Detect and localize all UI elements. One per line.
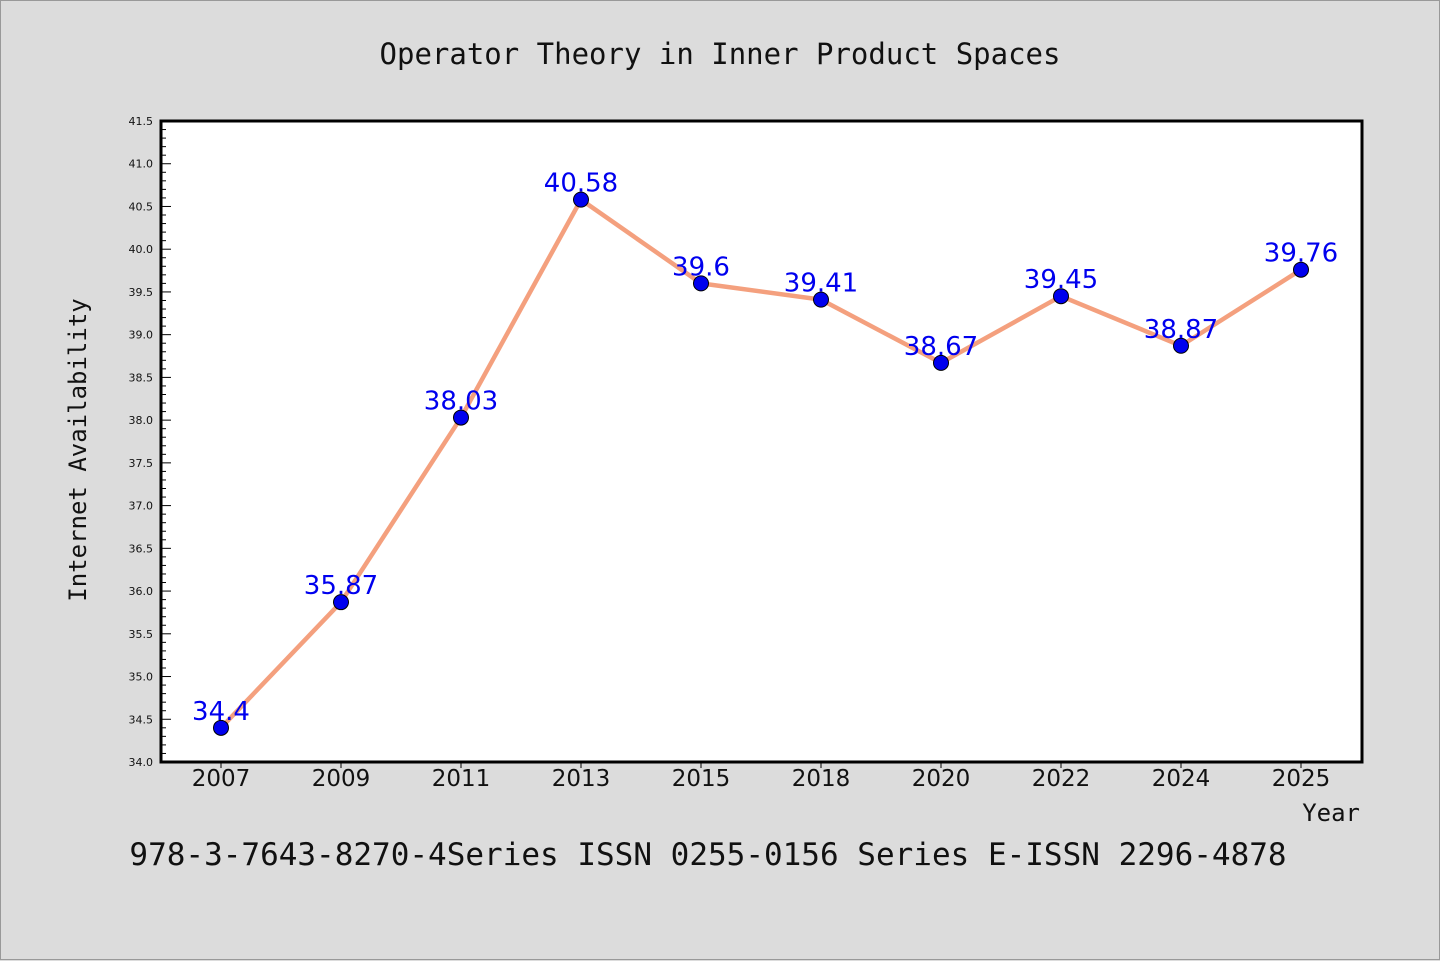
x-tick-label: 2025 [1272, 766, 1331, 792]
y-tick-label: 35.0 [129, 671, 154, 684]
y-tick-label: 38.5 [129, 371, 154, 384]
data-point [1293, 261, 1309, 278]
chart-title: Operator Theory in Inner Product Spaces [380, 37, 1061, 71]
x-tick-label: 2009 [312, 766, 371, 792]
y-tick-label: 37.0 [129, 500, 154, 513]
data-label: 35.87 [304, 571, 378, 601]
data-point [453, 409, 469, 426]
x-tick-label: 2011 [432, 766, 491, 792]
plot-border [159, 119, 1364, 764]
footer-isbn-text: 978-3-7643-8270-4Series ISSN 0255-0156 S… [129, 837, 1286, 873]
data-point [213, 719, 229, 736]
x-axis-label: Year [1302, 799, 1360, 827]
data-label: 38.67 [904, 332, 978, 362]
data-point [693, 275, 709, 292]
x-tick-label: 2007 [192, 766, 251, 792]
y-tick-label: 34.0 [129, 756, 154, 769]
x-tick-label: 2024 [1152, 766, 1211, 792]
y-axis-ticks: 34.0 34.5 35.0 35.5 36.0 36.5 37.0 37.5 38.0 38.5… [129, 115, 171, 769]
data-label: 39.45 [1024, 265, 1098, 295]
data-label: 39.6 [672, 252, 730, 282]
data-point [933, 354, 949, 371]
plot-area [161, 121, 1362, 762]
series-line [218, 197, 1304, 731]
y-tick-label: 40.0 [129, 243, 154, 256]
y-tick-label: 40.5 [129, 200, 154, 213]
data-label: 34.4 [192, 697, 250, 727]
x-tick-label: 2015 [672, 766, 731, 792]
y-tick-label: 34.5 [129, 713, 154, 726]
x-tick-label: 2018 [792, 766, 851, 792]
series-layer: 34.4 35.87 38.03 40.58 39.6 39.41 38.67 39.45 38… [192, 169, 1338, 736]
y-tick-label: 39.5 [129, 286, 154, 299]
data-label: 38.03 [424, 387, 498, 417]
y-tick-label: 39.0 [129, 329, 154, 342]
y-axis-label: Internet Availability [64, 298, 92, 601]
data-label: 38.87 [1144, 315, 1218, 345]
y-tick-label: 36.0 [129, 585, 154, 598]
y-tick-label: 41.5 [129, 115, 154, 128]
data-point [333, 594, 349, 611]
x-tick-label: 2020 [912, 766, 971, 792]
x-axis-ticks: 2007 2009 2011 2013 2015 2018 2020 2022 2024 2025 [192, 762, 1331, 792]
data-point [1173, 337, 1189, 354]
data-point [1053, 288, 1069, 305]
y-tick-label: 37.5 [129, 457, 154, 470]
data-label: 39.76 [1264, 239, 1338, 269]
x-tick-label: 2022 [1032, 766, 1091, 792]
y-tick-label: 38.0 [129, 414, 154, 427]
data-point [813, 291, 829, 308]
x-tick-label: 2013 [552, 766, 611, 792]
y-tick-label: 36.5 [129, 542, 154, 555]
data-point [573, 191, 589, 208]
y-tick-label: 35.5 [129, 628, 154, 641]
data-label: 39.41 [784, 269, 858, 299]
y-tick-label: 41.0 [129, 158, 154, 171]
data-label: 40.58 [544, 169, 618, 199]
